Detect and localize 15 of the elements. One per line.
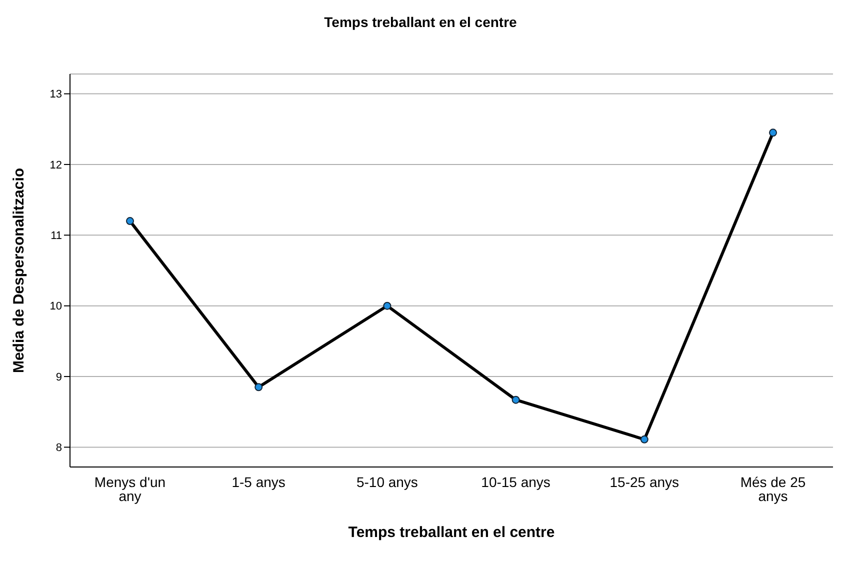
x-tick-label: Menys d'un any: [94, 474, 166, 504]
y-tick-label: 13: [50, 88, 62, 101]
y-axis-title: Media de Despersonalitzacio: [10, 168, 28, 374]
x-tick-label: Més de 25 anys: [740, 474, 806, 504]
y-tick-label: 8: [56, 442, 62, 454]
y-tick-label: 11: [50, 230, 62, 242]
x-axis-title: Temps treballant en el centre: [348, 524, 555, 541]
y-tick-label: 10: [50, 300, 62, 313]
x-tick-label: 10-15 anys: [481, 474, 550, 490]
y-tick-label: 9: [56, 371, 62, 384]
chart-title: Temps treballant en el centre: [323, 13, 518, 32]
y-tick-label: 12: [50, 159, 62, 172]
x-tick-label: 15-25 anys: [610, 474, 680, 490]
x-tick-label: 1-5 anys: [232, 474, 286, 490]
x-tick-label: 5-10 anys: [356, 474, 418, 490]
